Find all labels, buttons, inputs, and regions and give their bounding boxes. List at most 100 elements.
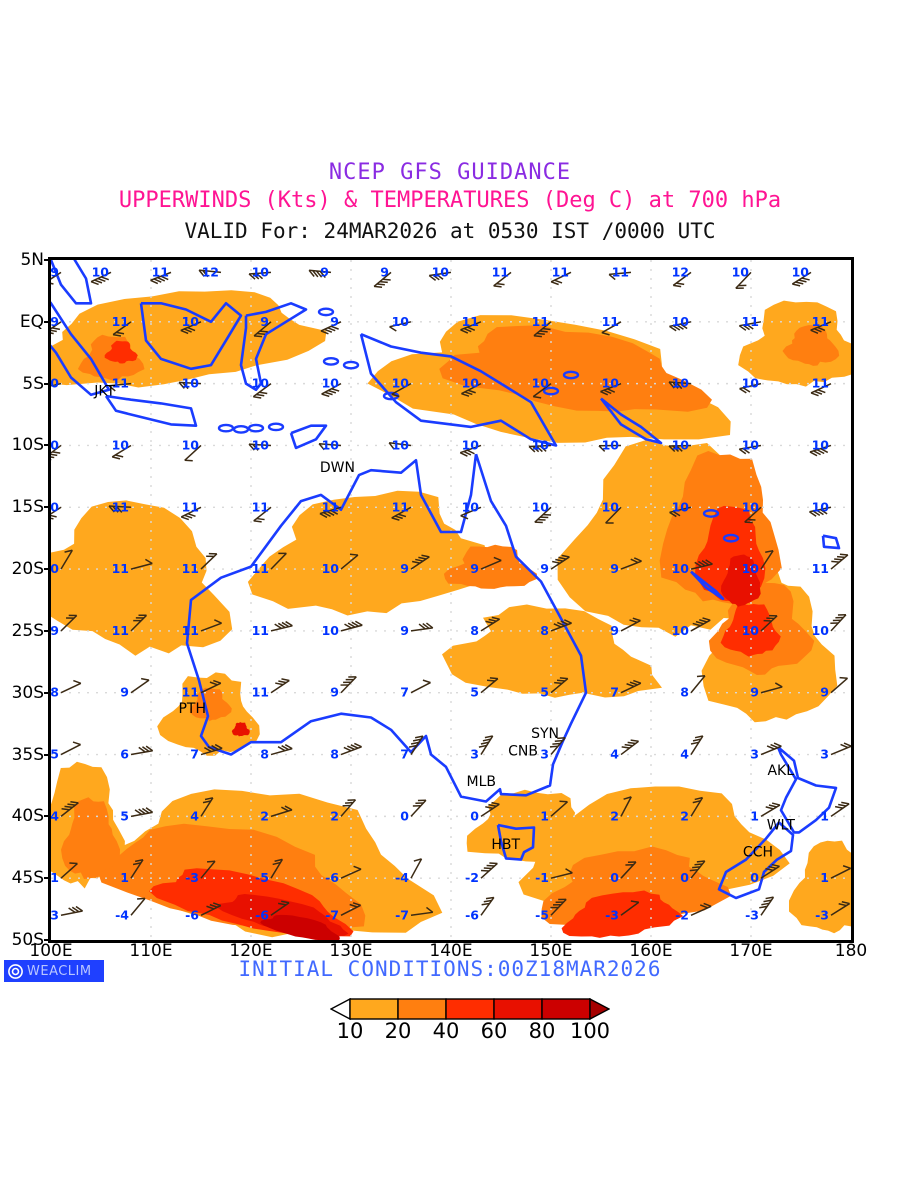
weaclim-logo[interactable]: WEACLIM <box>4 960 104 982</box>
wind-barb <box>340 865 362 879</box>
temperature-label: 11 <box>812 376 829 391</box>
temperature-label: 10 <box>252 437 270 452</box>
longitude-label: 110E <box>129 941 173 961</box>
temperature-label: 10 <box>252 264 270 279</box>
wind-barb <box>184 444 202 462</box>
temperature-label: -4 <box>395 870 409 885</box>
wind-barb <box>108 505 132 513</box>
wind-barb <box>760 682 783 694</box>
windspeed-contour-region <box>442 604 662 698</box>
wind-barb <box>669 506 692 518</box>
longitude-label: 150E <box>529 941 573 961</box>
coastlines <box>51 260 841 900</box>
temperature-label: 11 <box>182 623 199 638</box>
wind-barb <box>620 739 640 756</box>
wind-barb <box>51 382 62 387</box>
wind-barb <box>760 742 782 756</box>
temperature-label: 11 <box>552 264 569 279</box>
temperature-label: -5 <box>535 907 549 922</box>
wind-barb <box>318 442 342 451</box>
wind-barb <box>112 321 132 337</box>
wind-barb <box>391 506 412 521</box>
windspeed-contour-region <box>789 840 851 934</box>
temperature-label: 10 <box>112 437 130 452</box>
temperature-label: -7 <box>395 907 409 922</box>
wind-barb <box>340 620 363 632</box>
temperature-label: 10 <box>672 561 690 576</box>
wind-barb <box>51 444 62 461</box>
latitude-tick <box>44 444 51 447</box>
wind-barb <box>791 271 812 287</box>
wind-barb <box>690 735 704 755</box>
temperature-label: 4 <box>51 808 59 823</box>
city-label-jkt: JKT <box>93 383 115 399</box>
wind-barb <box>60 679 82 694</box>
colorbar[interactable] <box>330 998 610 1020</box>
wind-barb <box>319 506 342 519</box>
city-label-mlb: MLB <box>467 774 496 790</box>
temperature-label: 5 <box>120 808 129 823</box>
wind-barb <box>480 801 500 817</box>
wind-barb <box>270 900 290 916</box>
temperature-label: 9 <box>51 314 59 329</box>
wind-barb <box>461 382 482 397</box>
latitude-label: 5S <box>22 373 44 394</box>
wind-barb <box>340 676 357 694</box>
temperature-label: 9 <box>120 685 129 700</box>
temperature-label: 3 <box>820 747 829 762</box>
title-line-model: NCEP GFS GUIDANCE <box>328 160 572 185</box>
temperature-label: 9 <box>330 314 339 329</box>
temperature-label: 9 <box>320 264 329 279</box>
wind-barb <box>248 443 272 451</box>
wind-barb <box>130 614 148 632</box>
latitude-tick <box>44 568 51 571</box>
weather-map[interactable]: 9 10 11 12 10 9 9 10 11 11 11 12 10 10 9 11 10 9 9 10 11 11 11… <box>48 257 854 943</box>
temperature-label: 11 <box>462 314 479 329</box>
wind-barb <box>550 898 567 916</box>
temperature-label: 10 <box>812 623 830 638</box>
wind-barb <box>200 860 216 879</box>
latitude-label: 40S <box>11 806 44 827</box>
wind-barb <box>620 796 632 817</box>
temperature-label: 3 <box>750 747 759 762</box>
wind-barb <box>744 506 762 524</box>
wind-barb <box>690 796 704 817</box>
wind-barb <box>320 321 342 335</box>
temperature-label: 0 <box>610 870 619 885</box>
temperature-label: 10 <box>742 437 760 452</box>
temperature-label: 5 <box>51 747 59 762</box>
temperature-label: 10 <box>182 437 200 452</box>
temperature-label: 5 <box>470 685 479 700</box>
temperature-label: 10 <box>51 499 59 514</box>
temperature-label: -6 <box>465 907 479 922</box>
wind-barb <box>669 321 692 332</box>
temperature-label: 11 <box>532 314 549 329</box>
temperature-label: 9 <box>51 623 59 638</box>
temperature-label: -3 <box>51 907 59 922</box>
temperature-label: 8 <box>260 747 269 762</box>
wind-barb <box>690 559 713 570</box>
temperature-label: 11 <box>112 561 129 576</box>
wind-barb <box>480 616 501 632</box>
temperature-label: 12 <box>672 264 689 279</box>
temperature-label: 11 <box>152 264 169 279</box>
temperature-label: 11 <box>492 264 509 279</box>
wind-barb <box>738 444 762 455</box>
wind-barb <box>810 382 832 397</box>
temperature-label: 10 <box>392 314 410 329</box>
temperature-label: 10 <box>322 561 340 576</box>
temperature-label: 10 <box>462 499 480 514</box>
wind-barb <box>620 900 640 916</box>
wind-barb <box>550 800 568 817</box>
temperature-label: 7 <box>190 747 199 762</box>
temperature-label: 1 <box>51 870 59 885</box>
temperature-label: 10 <box>742 623 760 638</box>
city-label-dwn: DWN <box>320 460 355 476</box>
map-gridlines <box>51 260 851 940</box>
temperature-label: 9 <box>400 623 409 638</box>
wind-barb <box>270 744 293 756</box>
latitude-tick <box>44 691 51 694</box>
wind-barb <box>340 799 357 817</box>
temperature-label: 10 <box>602 499 620 514</box>
